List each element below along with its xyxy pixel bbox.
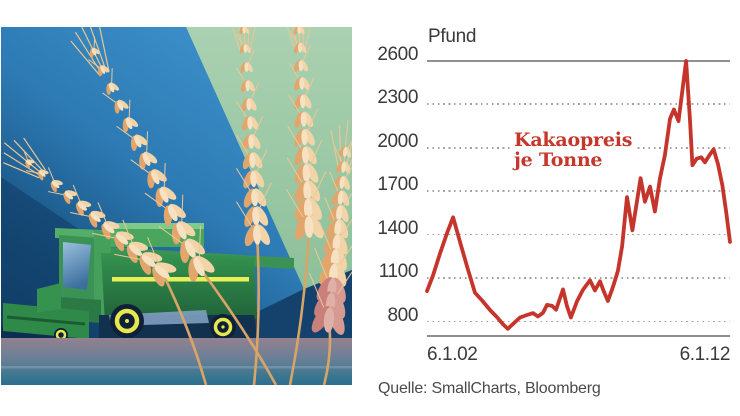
y-tick-label: 1400	[377, 217, 418, 239]
series-label-line1: Kakaopreis	[514, 129, 633, 151]
front-wheel	[110, 304, 144, 338]
gridline	[427, 103, 730, 106]
y-tick-label: 1700	[377, 174, 418, 196]
yellow-stripe	[112, 277, 249, 282]
y-axis-unit-label: Pfund	[428, 26, 477, 47]
source-caption: Quelle: SmallCharts, Bloomberg	[378, 380, 601, 397]
wheat-ears	[3, 0, 364, 386]
x-axis-label-end: 6.1.12	[679, 344, 731, 365]
y-tick-label: 1100	[378, 261, 419, 283]
gridline	[427, 233, 730, 236]
gridline	[427, 60, 730, 62]
illustration-canvas	[1, 0, 364, 386]
series-label-line2: je Tonne	[514, 149, 603, 171]
x-axis-line	[427, 335, 730, 337]
series-label: Kakaopreis je Tonne	[512, 129, 637, 172]
x-axis-label-start: 6.1.02	[427, 344, 478, 365]
cocoa-price-line	[425, 59, 732, 331]
wheat-harvester-illustration	[1, 0, 364, 386]
y-tick-label: 2300	[377, 87, 418, 109]
gridline	[427, 320, 730, 323]
y-axis-tick-labels: 800 1100 1400 1700 2000 2300 2600	[360, 45, 419, 338]
ground-band	[1, 338, 352, 385]
gridline	[427, 277, 730, 279]
harvester-body	[101, 253, 257, 323]
y-tick-label: 2000	[377, 130, 418, 152]
price-line-chart	[425, 59, 732, 331]
cab-window	[63, 242, 91, 290]
y-tick-label: 800	[387, 304, 418, 326]
rear-wheel	[210, 314, 236, 340]
gridline	[427, 190, 730, 192]
y-tick-label: 2600	[377, 44, 418, 65]
